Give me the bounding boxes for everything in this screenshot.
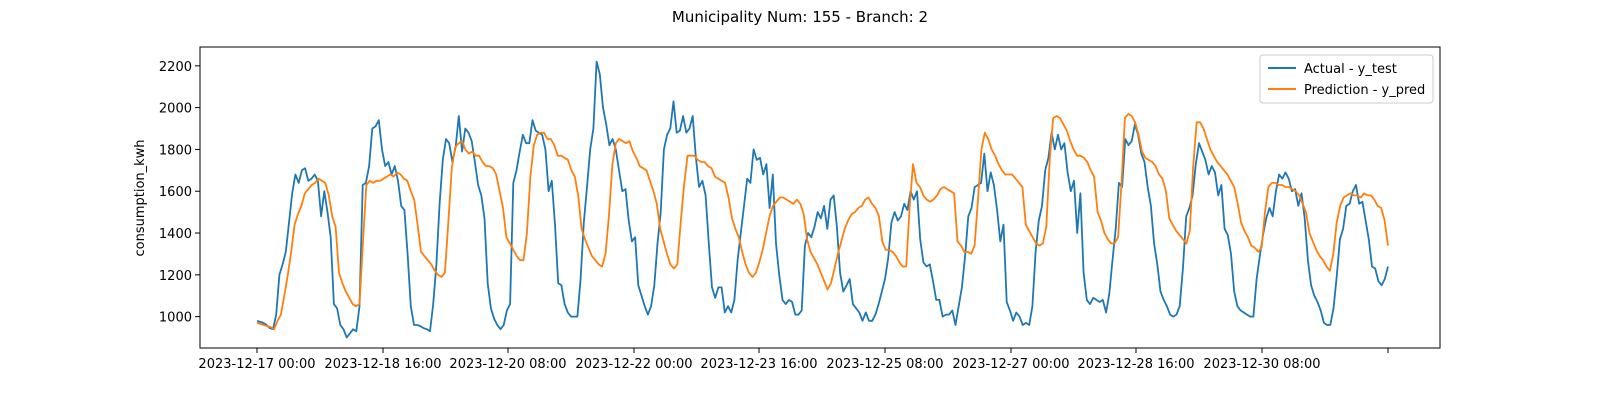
x-tick-label: 2023-12-17 00:00 (198, 357, 315, 372)
x-tick-label: 2023-12-18 16:00 (324, 357, 441, 372)
y-tick-label: 1400 (159, 227, 192, 242)
y-axis-label: consumption_kwh (133, 139, 148, 256)
y-tick-label: 1000 (159, 311, 192, 326)
plot-frame (199, 46, 1441, 349)
x-tick-label: 2023-12-22 00:00 (575, 357, 692, 372)
legend-label-prediction: Prediction - y_pred (1304, 83, 1425, 98)
x-tick-label: 2023-12-27 00:00 (952, 357, 1069, 372)
series-line-prediction (256, 113, 1389, 331)
y-tick-label: 2200 (159, 60, 192, 75)
x-tick-label: 2023-12-28 16:00 (1077, 357, 1194, 372)
y-tick-label: 1600 (159, 185, 192, 200)
x-tick-label: 2023-12-25 08:00 (826, 357, 943, 372)
chart-title: Municipality Num: 155 - Branch: 2 (672, 8, 928, 26)
x-tick-label: 2023-12-20 08:00 (449, 357, 566, 372)
x-tick-label: 2023-12-30 08:00 (1203, 357, 1320, 372)
x-tick-label: 2023-12-23 16:00 (700, 357, 817, 372)
legend: Actual - y_test Prediction - y_pred (1259, 54, 1434, 104)
y-tick-label: 2000 (159, 102, 192, 117)
series-line-actual (256, 60, 1389, 339)
y-tick-label: 1200 (159, 269, 192, 284)
legend-box (1259, 54, 1434, 104)
legend-label-actual: Actual - y_test (1304, 62, 1397, 77)
y-tick-label: 1800 (159, 143, 192, 158)
plot-area: 1000 1200 1400 1600 1800 2000 2200 2023-12-17 0… (159, 60, 1389, 372)
